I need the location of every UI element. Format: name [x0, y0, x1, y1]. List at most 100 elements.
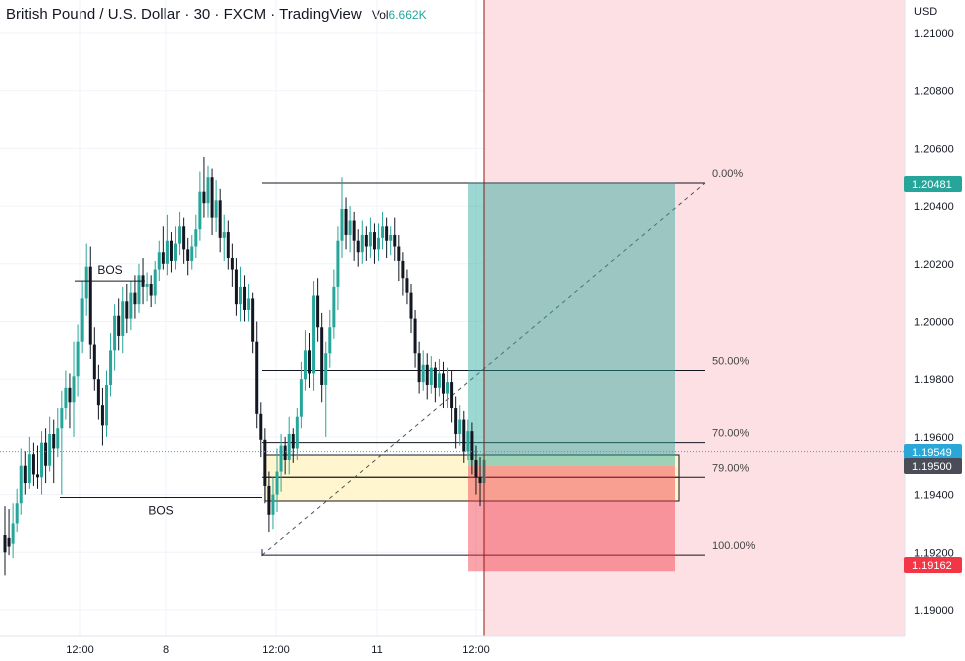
candle-body	[356, 240, 360, 253]
candle	[44, 428, 48, 484]
candle	[48, 416, 52, 472]
candle	[165, 214, 169, 276]
volume-value: 6.662K	[388, 8, 427, 22]
candle	[405, 269, 409, 305]
candle-body	[263, 439, 267, 486]
candle-body	[15, 503, 19, 524]
candle-body	[283, 445, 287, 460]
candle-body	[92, 344, 96, 380]
candle	[222, 214, 226, 261]
candle-body	[364, 234, 368, 247]
candle	[324, 341, 328, 437]
candle-body	[247, 298, 251, 310]
candle-body	[405, 278, 409, 293]
candle-body	[291, 434, 295, 449]
candle	[308, 333, 311, 388]
candle	[234, 258, 238, 316]
candle	[84, 243, 88, 316]
candle-body	[186, 249, 190, 261]
candle-body	[56, 428, 60, 449]
price-label-box	[904, 176, 962, 192]
candle	[446, 367, 450, 409]
candle-body	[145, 283, 149, 287]
candle-body	[389, 234, 393, 241]
fib-level-label: 50.00%	[712, 356, 750, 368]
time-tick-label: 11	[371, 644, 382, 656]
candle-body	[450, 382, 454, 409]
candle	[441, 361, 445, 409]
candle-body	[182, 226, 186, 250]
candle-body	[84, 266, 88, 299]
candle	[279, 434, 283, 492]
candle-body	[194, 229, 198, 247]
candle	[360, 220, 364, 264]
price-label-box	[904, 444, 962, 460]
price-label-text: 1.19549	[912, 447, 952, 459]
candle-body	[328, 327, 332, 354]
candle-body	[308, 350, 311, 374]
candle-body	[385, 226, 389, 241]
candle-body	[137, 275, 141, 305]
candle-body	[401, 260, 405, 279]
candle	[7, 509, 11, 556]
candle-body	[40, 442, 44, 478]
candle	[56, 408, 60, 458]
candle	[3, 506, 7, 576]
candle	[478, 457, 482, 507]
candle-body	[222, 232, 226, 238]
price-axis: USD 1.21000 1.20800 1.20600 1.20400 1.20200 1.…	[904, 0, 965, 661]
candle	[328, 309, 332, 368]
candle	[113, 304, 117, 371]
candle	[149, 275, 153, 308]
symbol-title[interactable]: British Pound / U.S. Dollar · 30 · FXCM …	[6, 6, 362, 23]
candle	[348, 206, 352, 253]
candle-body	[80, 298, 84, 342]
candle-body	[271, 494, 275, 515]
candle-body	[312, 295, 316, 374]
candle	[389, 226, 393, 256]
candle	[458, 405, 462, 446]
candle	[316, 278, 320, 342]
candle	[393, 217, 397, 261]
price-tick-label: 1.19600	[914, 432, 954, 444]
candle	[291, 428, 295, 463]
candle	[68, 373, 72, 429]
candle	[344, 197, 348, 250]
candle	[11, 503, 15, 559]
candle	[433, 361, 437, 403]
candle-body	[243, 286, 247, 310]
candle-body	[397, 246, 401, 261]
candle-body	[336, 240, 340, 287]
candle-body	[441, 373, 445, 394]
time-axis: 12:00 8 12:00 11 12:00	[0, 635, 905, 656]
candle-body	[478, 477, 482, 484]
candle-body	[100, 405, 104, 426]
candle-body	[251, 298, 255, 342]
candle	[92, 327, 96, 391]
candle	[247, 283, 251, 322]
candle-body	[27, 454, 31, 484]
candle-body	[348, 220, 352, 235]
candle-body	[303, 350, 307, 380]
candle-body	[190, 246, 194, 261]
candle	[31, 442, 35, 486]
candle-body	[372, 232, 376, 250]
candle-body	[299, 379, 303, 417]
candle-body	[165, 240, 169, 264]
candle-body	[157, 252, 161, 270]
candle-body	[23, 465, 27, 484]
candle	[125, 283, 129, 334]
candle	[303, 330, 307, 391]
candle-body	[429, 367, 433, 385]
candle	[401, 252, 405, 296]
candle-body	[413, 318, 417, 354]
candle-body	[474, 459, 478, 478]
candle-body	[105, 384, 108, 426]
candle-body	[340, 208, 344, 241]
candle-body	[275, 471, 279, 495]
candle-body	[462, 419, 466, 452]
candle	[194, 214, 198, 259]
price-tick-label: 1.20400	[914, 201, 954, 213]
